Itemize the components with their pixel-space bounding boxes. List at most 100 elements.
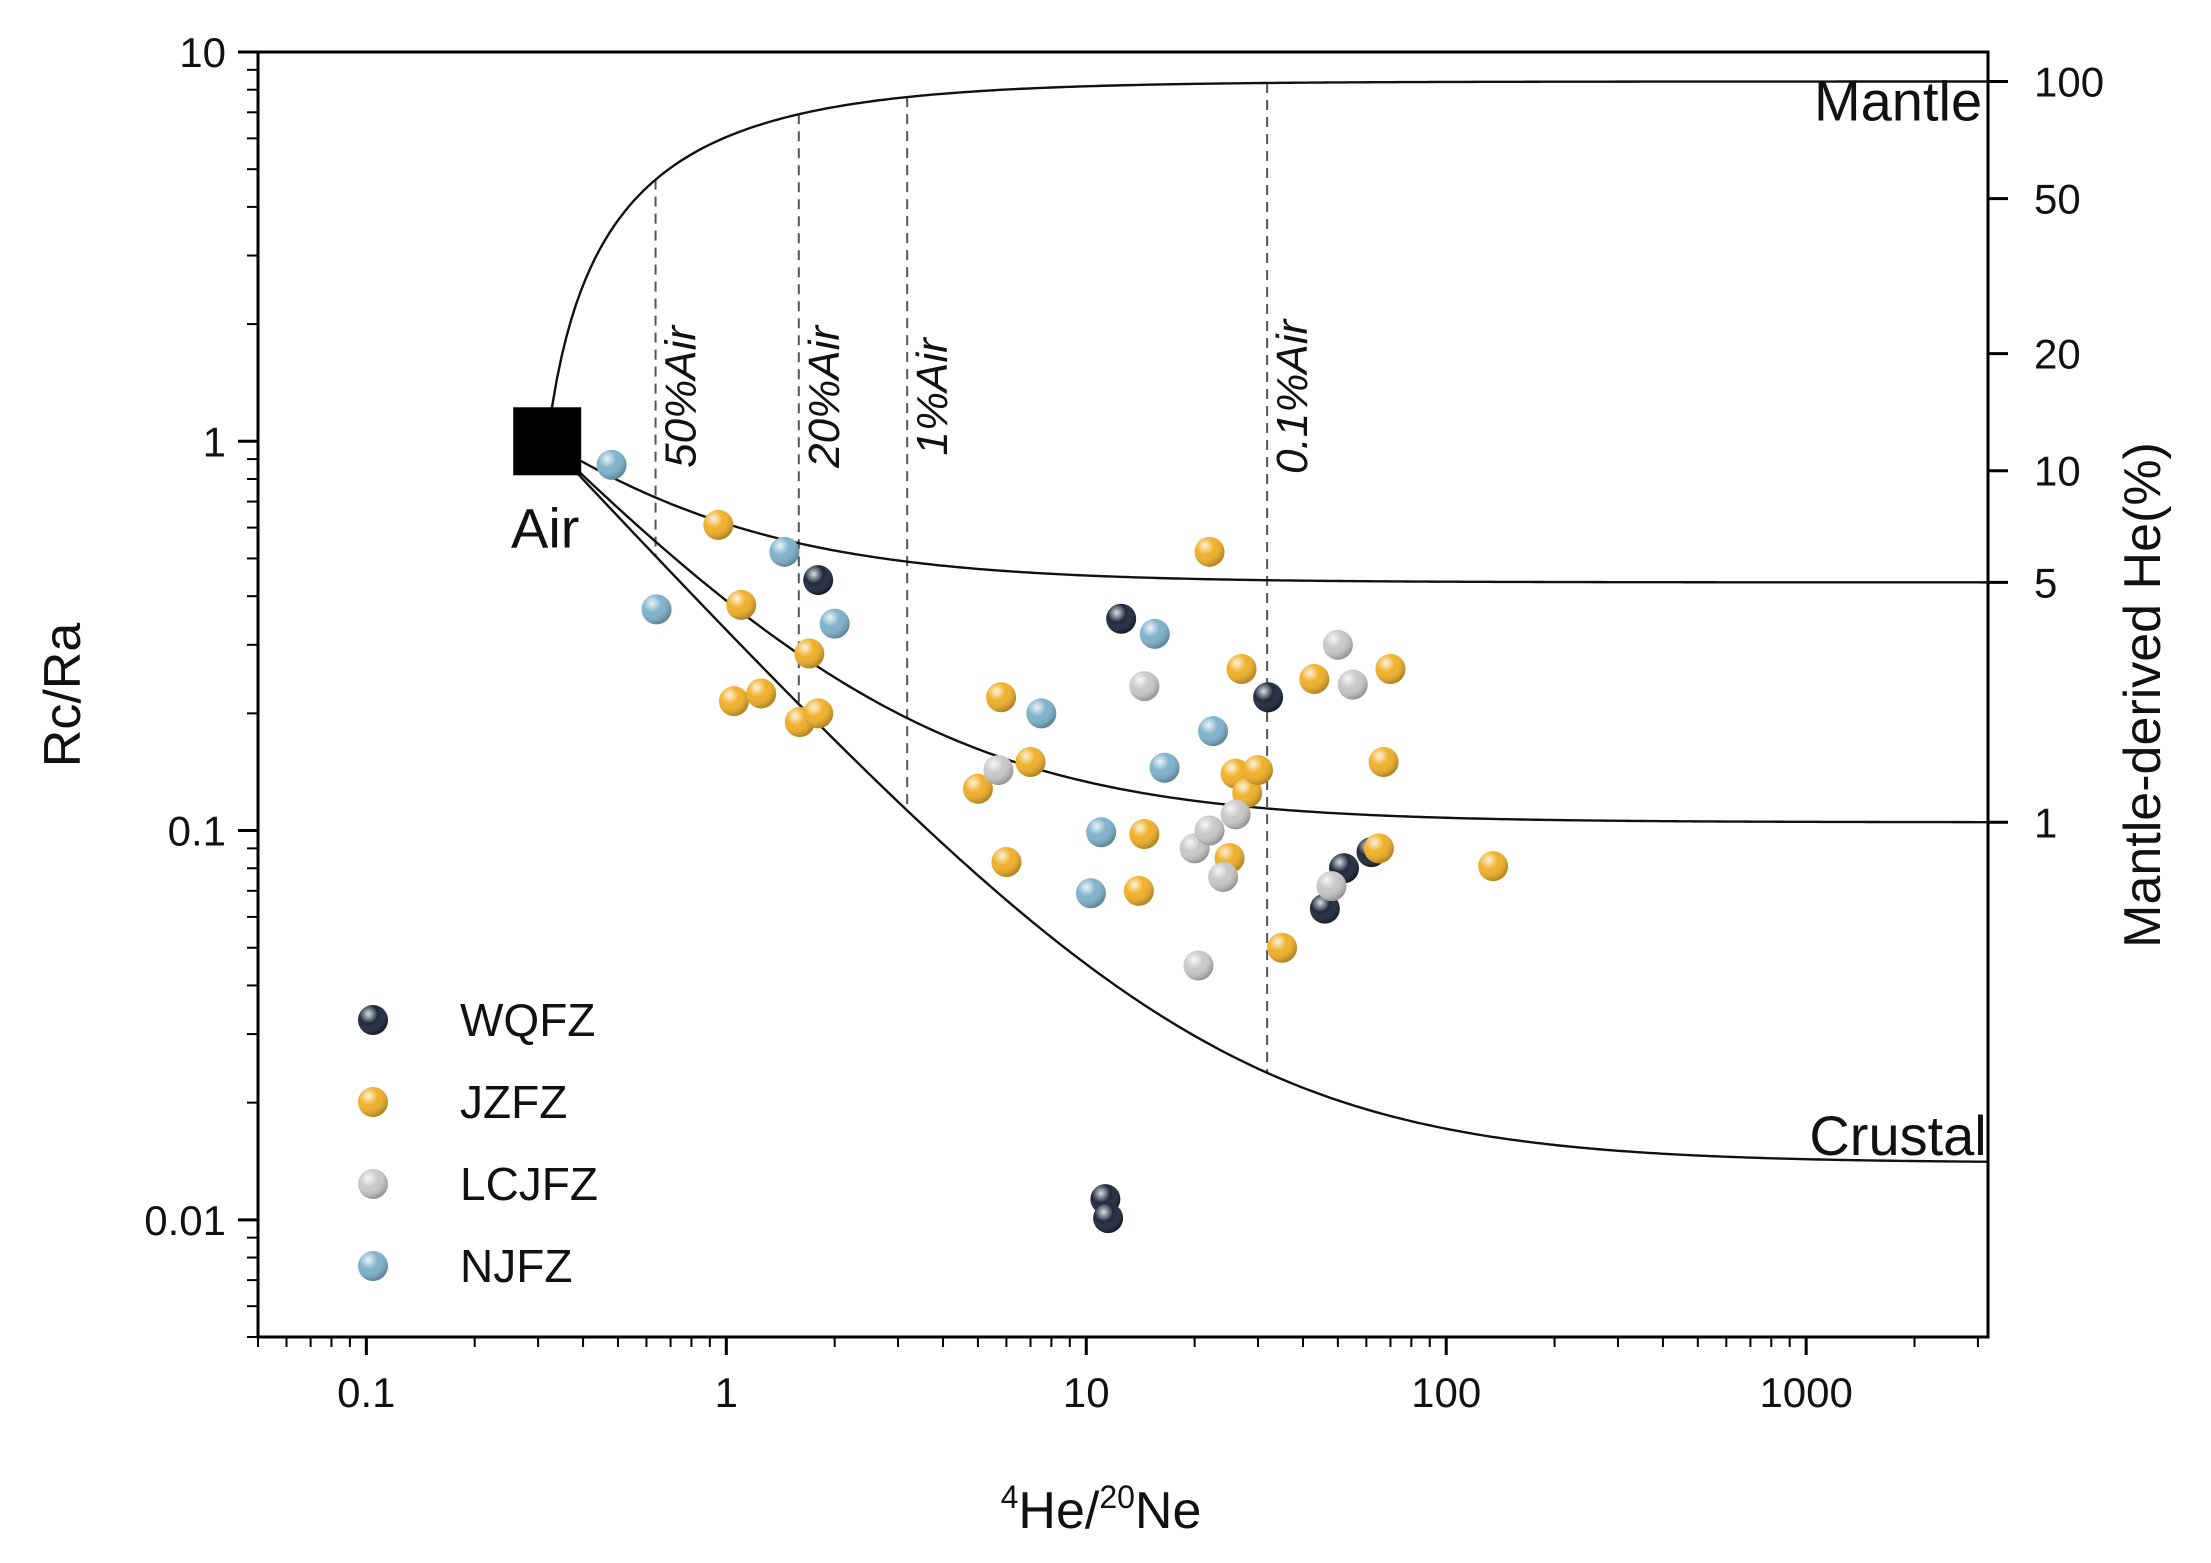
legend-label-lcjfz: LCJFZ [460,1158,598,1210]
data-points [596,449,1509,1234]
point-jzfz-21-shine [1299,664,1330,695]
point-njfz-1-shine [596,449,627,480]
point-njfz-10 [1198,716,1229,747]
point-njfz-9 [1149,752,1180,783]
point-njfz-8-shine [1139,618,1170,649]
point-jzfz-7 [803,698,834,729]
y2-axis-title: Mantle-derived He(%) [2114,442,2172,948]
point-lcjfz-9-shine [1322,629,1353,660]
mixing-curve-1pct [546,440,1988,824]
legend-item-jzfz: JZFZ [358,1076,567,1128]
x-axis-title-sup2: 20 [1099,1479,1135,1515]
point-jzfz-9-shine [986,682,1017,713]
air-point: Air [511,407,582,559]
air-line-label-1-air: 1%Air [908,336,957,456]
legend-item-njfz: NJFZ [358,1240,572,1292]
x-tick-label-10: 10 [1063,1369,1110,1416]
point-jzfz-19-shine [1243,755,1274,786]
point-jzfz-24-shine [1375,654,1406,685]
point-wqfz-3-shine [1253,682,1284,713]
y-tick-label-10: 10 [179,29,226,76]
point-jzfz-12-shine [1123,875,1154,906]
point-wqfz-3 [1253,682,1284,713]
point-njfz-8 [1139,618,1170,649]
point-jzfz-17 [1226,654,1257,685]
air-square-marker [513,407,582,476]
point-jzfz-3 [726,589,757,620]
x-tick-label-0-1: 0.1 [337,1369,395,1416]
mixing-curve-crustal [546,440,1989,1163]
point-njfz-2 [641,594,672,625]
point-jzfz-1 [703,509,734,540]
point-njfz-3 [769,536,800,567]
x-axis-title: 4He/20Ne [1001,1479,1202,1540]
point-jzfz-4-shine [746,678,777,709]
point-lcjfz-4 [1183,950,1214,981]
point-lcjfz-8 [1316,871,1347,902]
point-jzfz-20 [1267,932,1298,963]
point-lcjfz-2 [1129,671,1160,702]
point-jzfz-22 [1363,833,1394,864]
point-jzfz-24 [1375,654,1406,685]
point-jzfz-25 [1478,851,1509,882]
region-label-crustal: Crustal [1809,1104,1986,1167]
y2-tick-label-50: 50 [2034,176,2081,223]
point-jzfz-14 [1194,536,1225,567]
air-fraction-lines: 50%Air 20%Air 1%Air 0.1%Air [654,82,1317,1073]
point-jzfz-11 [1015,746,1046,777]
point-lcjfz-1-shine [983,755,1014,786]
point-jzfz-10 [991,847,1022,878]
point-jzfz-19 [1243,755,1274,786]
legend-item-wqfz: WQFZ [358,994,595,1046]
y2-tick-label-20: 20 [2034,331,2081,378]
point-lcjfz-5 [1194,815,1225,846]
x-tick-label-100: 100 [1411,1369,1481,1416]
point-jzfz-20-shine [1267,932,1298,963]
legend-label-njfz: NJFZ [460,1240,572,1292]
point-wqfz-8 [1093,1203,1124,1234]
y2-tick-label-100: 100 [2034,58,2104,105]
y-tick-label-0-01: 0.01 [144,1197,226,1244]
point-lcjfz-1 [983,755,1014,786]
point-wqfz-2-shine [1106,603,1137,634]
point-jzfz-4 [746,678,777,709]
air-label: Air [511,496,579,559]
point-njfz-5 [1026,698,1057,729]
legend-marker-shine-wqfz [358,1005,388,1035]
point-jzfz-8 [962,773,993,804]
legend-item-lcjfz: LCJFZ [358,1158,598,1210]
point-njfz-10-shine [1198,716,1229,747]
point-jzfz-11-shine [1015,746,1046,777]
point-lcjfz-7 [1220,799,1251,830]
point-njfz-7-shine [1086,817,1117,848]
point-jzfz-21 [1299,664,1330,695]
point-jzfz-12 [1123,875,1154,906]
legend-label-wqfz: WQFZ [460,994,595,1046]
point-lcjfz-6 [1208,861,1239,892]
legend: WQFZ JZFZ LCJFZ NJFZ [358,994,598,1292]
y-axis-title: Rc/Ra [34,623,92,768]
point-lcjfz-8-shine [1316,871,1347,902]
point-wqfz-4-shine [1309,893,1340,924]
point-jzfz-6-shine [794,638,825,669]
y-tick-label-1: 1 [203,418,226,465]
point-jzfz-9 [986,682,1017,713]
point-jzfz-7-shine [803,698,834,729]
point-jzfz-13-shine [1129,818,1160,849]
point-jzfz-6 [794,638,825,669]
point-jzfz-10-shine [991,847,1022,878]
point-lcjfz-7-shine [1220,799,1251,830]
point-njfz-4-shine [819,608,850,639]
point-njfz-4 [819,608,850,639]
y2-tick-label-10: 10 [2034,448,2081,495]
point-lcjfz-9 [1322,629,1353,660]
point-njfz-2-shine [641,594,672,625]
legend-marker-shine-jzfz [358,1087,388,1117]
x-axis-title-sup1: 4 [1001,1479,1019,1515]
legend-marker-shine-njfz [358,1251,388,1281]
plot-area [256,50,1990,1339]
point-jzfz-1-shine [703,509,734,540]
x-axis-title-base2: Ne [1135,1482,1201,1540]
point-njfz-5-shine [1026,698,1057,729]
